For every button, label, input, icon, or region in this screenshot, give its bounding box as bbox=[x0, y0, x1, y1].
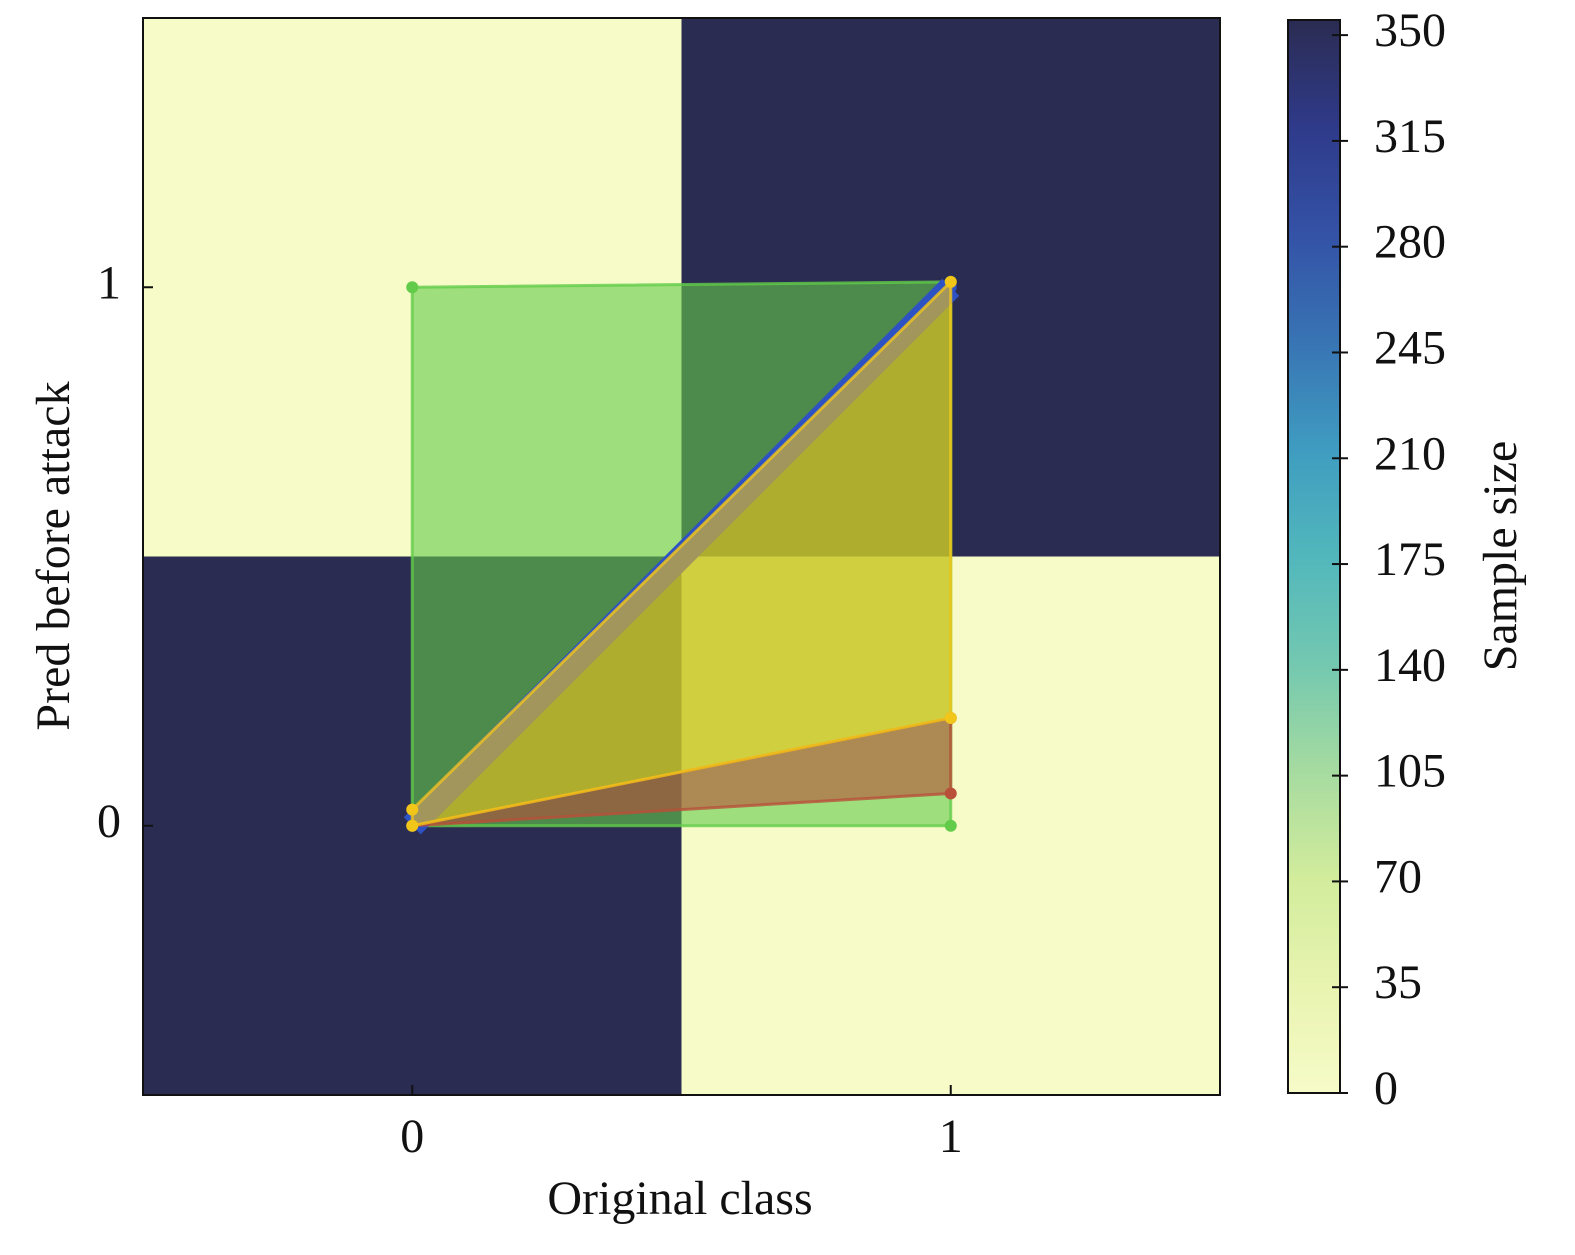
plot-frame bbox=[142, 17, 1221, 1096]
colorbar-tick-label: 35 bbox=[1374, 956, 1422, 1009]
overlay-point bbox=[944, 819, 957, 832]
y-axis-label: Pred before attack bbox=[27, 381, 80, 730]
x-tick-label: 1 bbox=[939, 1110, 963, 1163]
x-tick-label: 0 bbox=[400, 1110, 424, 1163]
overlay-point bbox=[406, 803, 419, 816]
colorbar-tick-label: 0 bbox=[1374, 1062, 1398, 1115]
colorbar-tick-label: 280 bbox=[1374, 216, 1446, 269]
x-axis-label: Original class bbox=[547, 1172, 812, 1225]
colorbar-tick-label: 140 bbox=[1374, 639, 1446, 692]
colorbar-tick-label: 70 bbox=[1374, 850, 1422, 903]
overlay-point bbox=[406, 281, 419, 294]
overlay-point bbox=[406, 819, 419, 832]
overlays bbox=[403, 275, 960, 835]
colorbar-tick-label: 175 bbox=[1374, 533, 1446, 586]
colorbar-tick-label: 105 bbox=[1374, 745, 1446, 798]
overlay-point bbox=[944, 787, 957, 800]
colorbar-tick-label: 210 bbox=[1374, 427, 1446, 480]
y-tick-label: 0 bbox=[97, 795, 121, 848]
colorbar-tick-label: 245 bbox=[1374, 321, 1446, 374]
colorbar-label: Sample size bbox=[1474, 441, 1527, 672]
colorbar-tick-label: 315 bbox=[1374, 110, 1446, 163]
y-tick-label: 1 bbox=[97, 256, 121, 309]
overlay-point bbox=[944, 712, 957, 725]
colorbar bbox=[1287, 19, 1341, 1094]
colorbar-tick-label: 350 bbox=[1374, 4, 1446, 57]
overlay-point bbox=[944, 275, 957, 288]
